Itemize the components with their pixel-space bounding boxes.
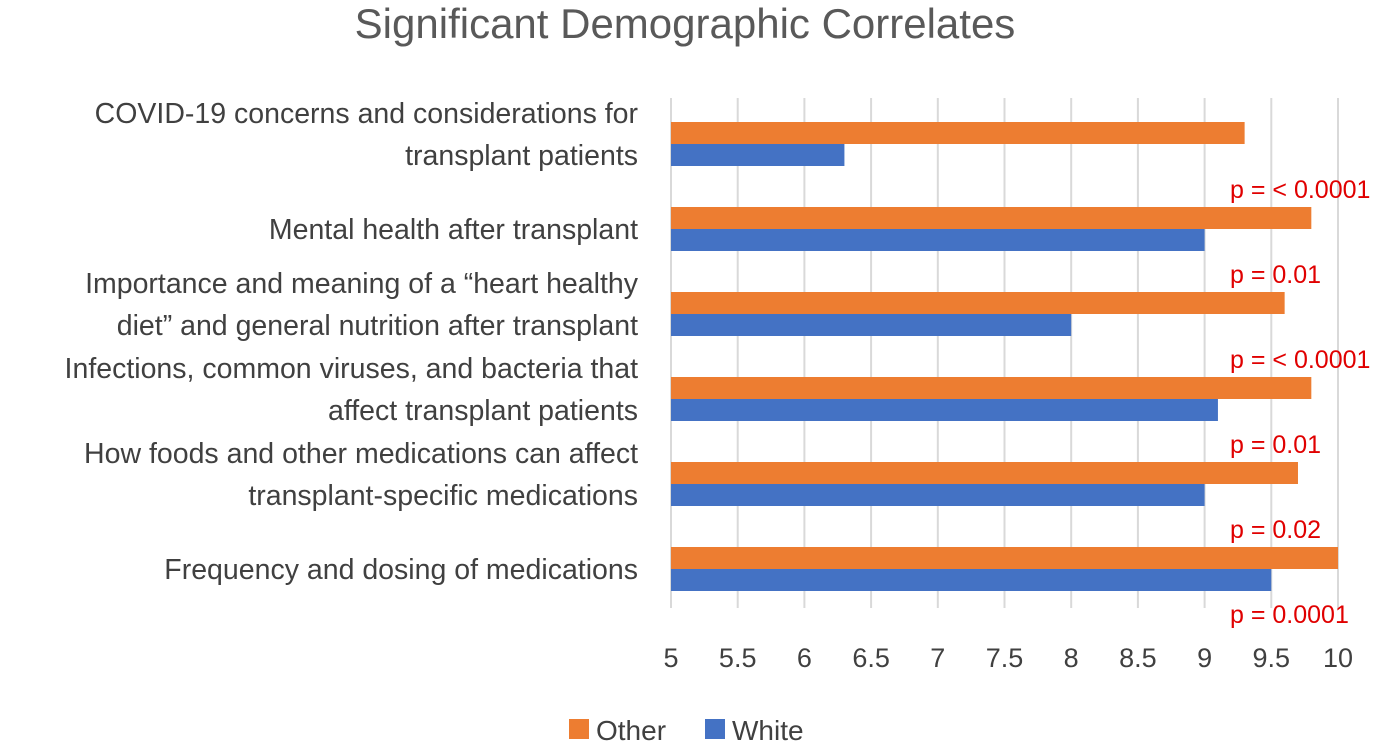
category-label: transplant patients xyxy=(405,140,638,172)
bar-white-1 xyxy=(671,229,1205,251)
category-labels: COVID-19 concerns and considerations for… xyxy=(65,98,639,586)
x-axis-ticks: 5 5.5 6 6.5 7 7.5 8 8.5 9 9.5 10 xyxy=(663,643,1353,673)
bar-other-4 xyxy=(671,462,1298,484)
bar-other-3 xyxy=(671,377,1312,399)
bar-other-5 xyxy=(671,547,1338,569)
category-label: diet” and general nutrition after transp… xyxy=(117,310,638,342)
x-tick-label: 6 xyxy=(797,643,812,673)
category-label: transplant-specific medications xyxy=(248,480,638,512)
p-value-label: p = 0.02 xyxy=(1230,516,1321,544)
p-value-label: p = < 0.0001 xyxy=(1230,346,1370,374)
bar-white-5 xyxy=(671,569,1272,591)
bar-other-0 xyxy=(671,122,1245,144)
bar-other-1 xyxy=(671,207,1312,229)
category-label: Mental health after transplant xyxy=(269,214,638,246)
bar-white-2 xyxy=(671,314,1072,336)
p-value-label: p = 0.01 xyxy=(1230,431,1321,459)
p-value-label: p = < 0.0001 xyxy=(1230,176,1370,204)
chart-title: Significant Demographic Correlates xyxy=(355,0,1016,47)
x-tick-label: 9.5 xyxy=(1253,643,1291,673)
x-tick-label: 9 xyxy=(1197,643,1212,673)
category-label: COVID-19 concerns and considerations for xyxy=(95,98,639,130)
x-tick-label: 5.5 xyxy=(719,643,757,673)
legend: Other White xyxy=(569,715,804,742)
category-label: How foods and other medications can affe… xyxy=(84,438,638,470)
x-tick-label: 5 xyxy=(663,643,678,673)
bar-other-2 xyxy=(671,292,1285,314)
category-label: Importance and meaning of a “heart healt… xyxy=(85,268,639,300)
category-label: affect transplant patients xyxy=(328,395,638,427)
x-tick-label: 10 xyxy=(1323,643,1353,673)
p-value-label: p = 0.0001 xyxy=(1230,601,1349,629)
p-value-label: p = 0.01 xyxy=(1230,261,1321,289)
x-tick-label: 8.5 xyxy=(1119,643,1157,673)
x-tick-label: 7 xyxy=(930,643,945,673)
category-label: Frequency and dosing of medications xyxy=(164,554,638,586)
legend-swatch-other xyxy=(569,719,589,739)
bars xyxy=(671,122,1338,591)
x-tick-label: 8 xyxy=(1064,643,1079,673)
legend-swatch-white xyxy=(705,719,725,739)
bar-white-0 xyxy=(671,144,845,166)
p-value-labels: p = < 0.0001 p = 0.01 p = < 0.0001 p = 0.01… xyxy=(1230,176,1370,629)
gridlines xyxy=(670,98,1339,608)
legend-label-other: Other xyxy=(596,715,666,742)
bar-white-3 xyxy=(671,399,1218,421)
category-label: Infections, common viruses, and bacteria… xyxy=(65,353,639,385)
x-tick-label: 7.5 xyxy=(986,643,1024,673)
bar-white-4 xyxy=(671,484,1205,506)
x-tick-label: 6.5 xyxy=(852,643,890,673)
legend-label-white: White xyxy=(732,715,804,742)
